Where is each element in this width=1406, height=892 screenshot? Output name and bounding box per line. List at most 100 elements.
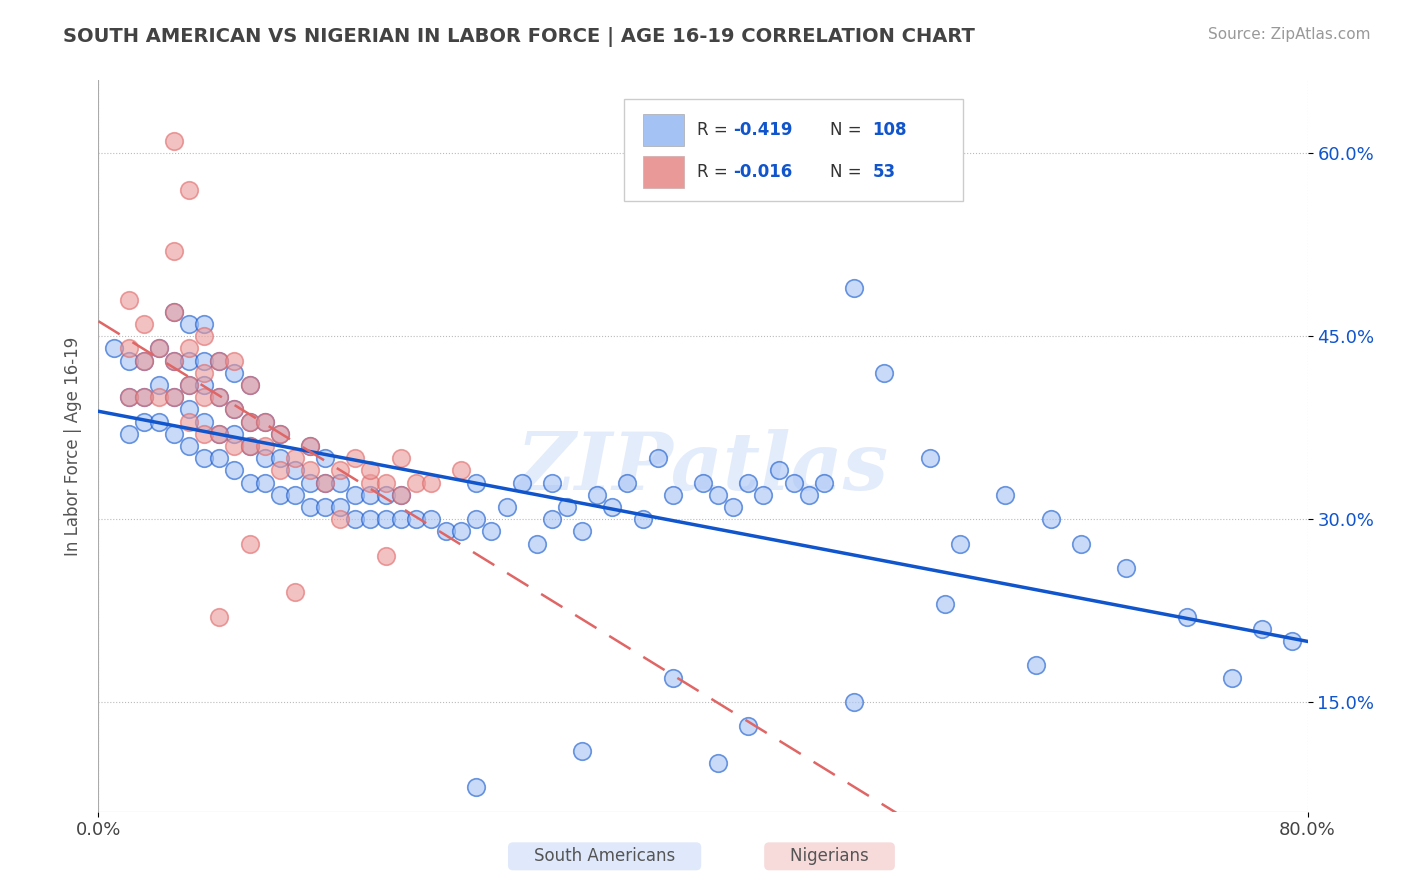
Point xyxy=(994,488,1017,502)
Point xyxy=(269,426,291,441)
Point xyxy=(239,536,262,550)
Text: 53: 53 xyxy=(872,162,896,181)
Point xyxy=(253,475,276,490)
Point xyxy=(692,475,714,490)
Point xyxy=(208,609,231,624)
Point xyxy=(1024,658,1046,673)
Point xyxy=(163,353,186,368)
Point xyxy=(193,329,215,343)
Point xyxy=(179,402,201,417)
Point xyxy=(179,378,201,392)
Point xyxy=(1251,622,1274,636)
Point xyxy=(783,475,806,490)
Point xyxy=(284,585,307,599)
Point xyxy=(163,390,186,404)
Point xyxy=(193,353,215,368)
Point xyxy=(269,488,291,502)
Point xyxy=(163,134,186,148)
Point xyxy=(571,744,593,758)
Point xyxy=(344,451,367,466)
Point xyxy=(239,439,262,453)
Text: R =: R = xyxy=(697,162,733,181)
Point xyxy=(132,390,155,404)
Point xyxy=(179,342,201,356)
Point xyxy=(224,366,246,380)
Point xyxy=(360,512,382,526)
Point xyxy=(148,342,170,356)
Point xyxy=(737,719,759,733)
Point xyxy=(540,475,562,490)
Point xyxy=(873,366,896,380)
Point xyxy=(314,475,336,490)
Point xyxy=(132,353,155,368)
Point xyxy=(752,488,775,502)
Point xyxy=(329,500,352,514)
Point xyxy=(193,426,215,441)
Text: -0.016: -0.016 xyxy=(734,162,793,181)
Point xyxy=(420,512,443,526)
FancyBboxPatch shape xyxy=(643,114,683,146)
Point xyxy=(737,475,759,490)
Point xyxy=(918,451,941,466)
Point xyxy=(314,475,336,490)
Point xyxy=(163,353,186,368)
Point xyxy=(179,317,201,331)
Point xyxy=(495,500,517,514)
Point xyxy=(374,549,396,563)
Point xyxy=(707,488,730,502)
Point xyxy=(526,536,548,550)
Point xyxy=(239,378,262,392)
Text: N =: N = xyxy=(830,162,868,181)
Point xyxy=(616,475,638,490)
Point xyxy=(193,390,215,404)
Point xyxy=(374,475,396,490)
Point xyxy=(253,439,276,453)
Point xyxy=(132,353,155,368)
Point xyxy=(103,342,125,356)
Point xyxy=(208,353,231,368)
Point xyxy=(208,426,231,441)
Point xyxy=(299,500,322,514)
Point xyxy=(374,512,396,526)
Point xyxy=(208,426,231,441)
Point xyxy=(934,598,956,612)
Point xyxy=(193,451,215,466)
Point xyxy=(420,475,443,490)
Point xyxy=(1175,609,1198,624)
Point xyxy=(389,451,412,466)
Point xyxy=(360,488,382,502)
Point xyxy=(707,756,730,770)
Point xyxy=(661,488,683,502)
Point xyxy=(224,353,246,368)
Point xyxy=(269,463,291,477)
Point xyxy=(284,463,307,477)
Point xyxy=(555,500,578,514)
Point xyxy=(465,780,488,795)
Point xyxy=(284,451,307,466)
Point xyxy=(239,415,262,429)
Point xyxy=(239,378,262,392)
Point xyxy=(179,439,201,453)
Text: South Americans: South Americans xyxy=(513,847,696,865)
Point xyxy=(118,342,141,356)
Point xyxy=(1281,634,1303,648)
Point xyxy=(118,426,141,441)
FancyBboxPatch shape xyxy=(624,99,963,201)
Point xyxy=(239,439,262,453)
Point xyxy=(208,390,231,404)
Point xyxy=(723,500,745,514)
Point xyxy=(118,353,141,368)
Point xyxy=(299,439,322,453)
Point xyxy=(465,512,488,526)
Point xyxy=(269,451,291,466)
Point xyxy=(389,488,412,502)
Point xyxy=(405,512,427,526)
Point xyxy=(661,671,683,685)
Point xyxy=(224,439,246,453)
Point xyxy=(797,488,820,502)
Text: N =: N = xyxy=(830,121,868,139)
Point xyxy=(132,415,155,429)
Point xyxy=(450,524,472,539)
Text: Source: ZipAtlas.com: Source: ZipAtlas.com xyxy=(1208,27,1371,42)
Point xyxy=(344,512,367,526)
